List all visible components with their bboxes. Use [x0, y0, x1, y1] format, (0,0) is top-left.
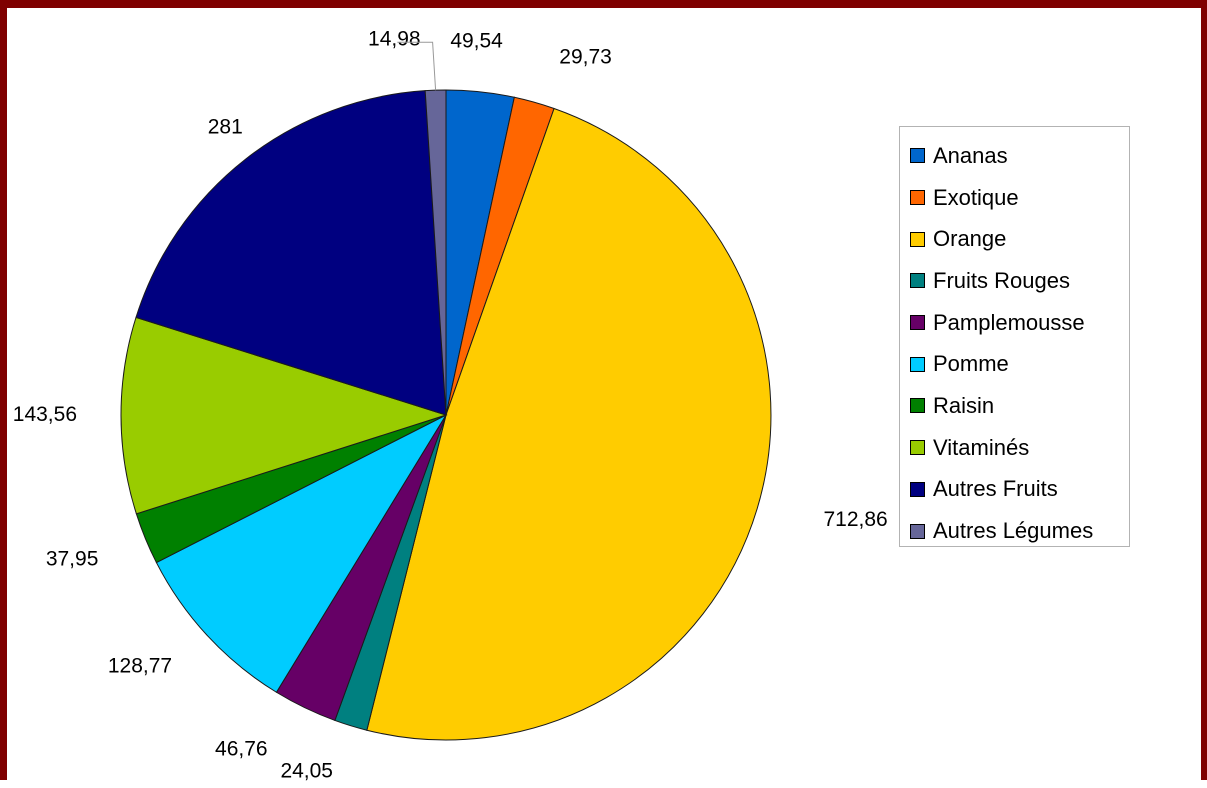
- data-label-vitamines: 143,56: [13, 403, 77, 426]
- legend-swatch-orange: [910, 231, 925, 247]
- legend-label-autres-fruits: Autres Fruits: [933, 476, 1058, 502]
- legend-swatch-autres-legumes: [910, 523, 925, 539]
- legend-label-exotique: Exotique: [933, 184, 1019, 210]
- legend-label-autres-legumes: Autres Légumes: [933, 518, 1094, 544]
- legend-label-pamplemousse: Pamplemousse: [933, 309, 1085, 335]
- legend-label-vitamines: Vitaminés: [933, 434, 1030, 460]
- data-label-pamplemousse: 46,76: [215, 737, 268, 760]
- legend-label-orange: Orange: [933, 226, 1007, 252]
- pie-data-labels: 49,54 29,73 712,86 24,05 46,76 128,77 37,95 143…: [13, 28, 888, 783]
- data-label-autres-legumes: 14,98: [368, 28, 421, 51]
- pie-slice-autres-fruits: [135, 90, 447, 416]
- legend-item-exotique: Exotique: [900, 177, 1129, 219]
- data-label-fruits-rouges: 24,05: [280, 760, 333, 783]
- legend-swatch-ananas: [910, 148, 925, 164]
- legend-item-fruits-rouges: Fruits Rouges: [900, 260, 1129, 302]
- leader-line-autres-legumes: [397, 41, 437, 91]
- legend-item-pomme: Pomme: [900, 343, 1129, 385]
- legend-item-vitamines: Vitaminés: [900, 427, 1129, 469]
- legend-label-raisin: Raisin: [933, 392, 995, 418]
- legend-label-pomme: Pomme: [933, 351, 1009, 377]
- data-label-ananas: 49,54: [450, 30, 503, 53]
- legend-label-fruits-rouges: Fruits Rouges: [933, 267, 1070, 293]
- pie-chart: 49,54 29,73 712,86 24,05 46,76 128,77 37,95 143…: [13, 28, 888, 783]
- pie-slice-vitamines: [120, 316, 448, 515]
- legend-label-ananas: Ananas: [933, 142, 1008, 168]
- data-label-raisin: 37,95: [46, 547, 99, 570]
- pie-slice-pomme: [155, 413, 448, 693]
- pie-slices: [120, 89, 772, 741]
- legend-item-ananas: Ananas: [900, 135, 1129, 177]
- legend-item-autres-fruits: Autres Fruits: [900, 469, 1129, 511]
- legend-item-raisin: Raisin: [900, 385, 1129, 427]
- legend-swatch-autres-fruits: [910, 481, 925, 497]
- data-label-exotique: 29,73: [559, 45, 612, 68]
- legend-item-pamplemousse: Pamplemousse: [900, 302, 1129, 344]
- legend-swatch-pamplemousse: [910, 315, 925, 331]
- legend-swatch-pomme: [910, 356, 925, 372]
- pie-slice-orange: [366, 107, 772, 741]
- legend-swatch-fruits-rouges: [910, 273, 925, 289]
- legend: Ananas Exotique Orange Fruits Rouges Pam…: [899, 126, 1130, 547]
- data-label-autres-fruits: 281: [208, 115, 243, 138]
- legend-swatch-raisin: [910, 398, 925, 414]
- data-label-pomme: 128,77: [108, 654, 172, 677]
- legend-swatch-exotique: [910, 190, 925, 206]
- data-label-orange: 712,86: [824, 508, 888, 531]
- legend-item-orange: Orange: [900, 218, 1129, 260]
- legend-item-autres-legumes: Autres Légumes: [900, 510, 1129, 552]
- legend-swatch-vitamines: [910, 440, 925, 456]
